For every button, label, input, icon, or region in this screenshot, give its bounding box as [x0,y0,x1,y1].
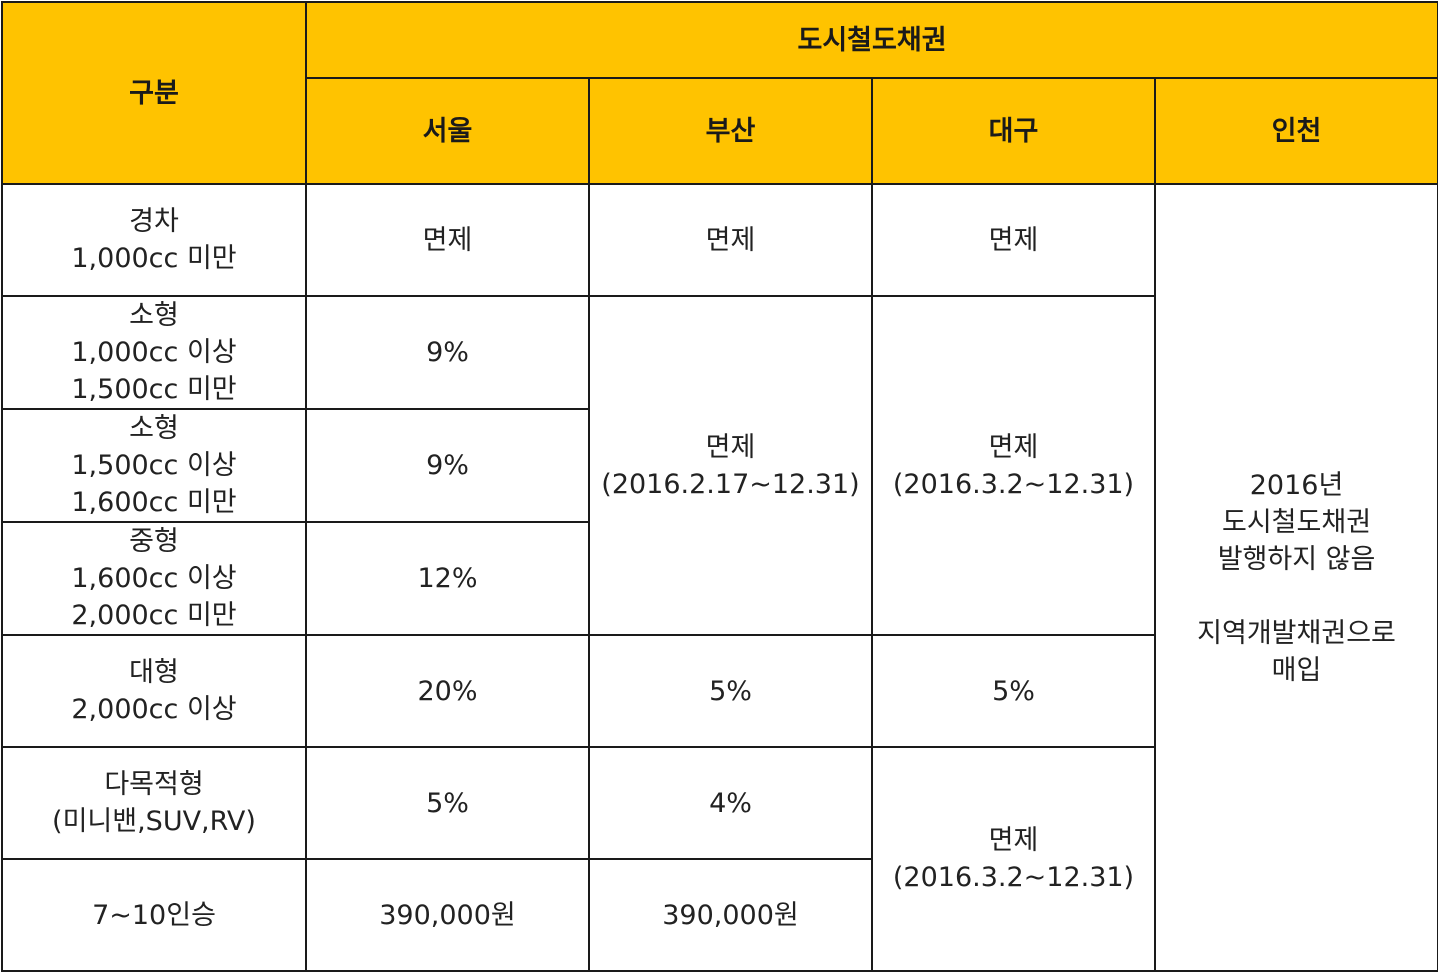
table-row: 경차 1,000cc 미만 면제 면제 면제 2016년 도시철도채권 발행하지… [1,183,1438,972]
cell-busan: 면제 [588,183,873,297]
cell-seoul: 12% [305,521,590,636]
row-label: 7~10인승 [1,858,307,972]
table-row: 소형 1,500cc 이상 1,600cc 미만 9% [1,408,1438,523]
table-row: 7~10인승 390,000원 390,000원 [1,858,1438,972]
row-label: 대형 2,000cc 이상 [1,634,307,748]
header-bond: 도시철도채권 [304,1,1438,79]
cell-seoul: 면제 [305,183,590,297]
cell-busan-merged: 면제 (2016.2.17~12.31) [588,295,873,636]
header-region-seoul: 서울 [305,77,590,185]
cell-busan: 4% [588,746,873,860]
table-row: 다목적형 (미니밴,SUV,RV) 5% 4% 면제 (2016.3.2~12.… [1,746,1438,972]
cell-daegu: 면제 [871,183,1156,297]
cell-seoul: 9% [305,408,590,523]
table-row: 대형 2,000cc 이상 20% 5% 5% [1,634,1438,748]
cell-daegu: 5% [871,634,1156,748]
cell-daegu-merged: 면제 (2016.3.2~12.31) [871,746,1156,972]
row-label: 중형 1,600cc 이상 2,000cc 미만 [1,521,307,636]
cell-seoul: 390,000원 [305,858,590,972]
cell-seoul: 20% [305,634,590,748]
header-region-incheon: 인천 [1153,77,1438,185]
row-label: 소형 1,000cc 이상 1,500cc 미만 [1,295,307,410]
header-category: 구분 [1,1,307,185]
cell-seoul: 9% [305,295,590,410]
table-row: 소형 1,000cc 이상 1,500cc 미만 9% 면제 (2016.2.1… [1,295,1438,636]
cell-incheon: 2016년 도시철도채권 발행하지 않음 지역개발채권으로 매입 [1153,183,1438,972]
table-row: 중형 1,600cc 이상 2,000cc 미만 12% [1,521,1438,636]
row-label: 소형 1,500cc 이상 1,600cc 미만 [1,408,307,523]
cell-busan: 5% [588,634,873,748]
row-label: 다목적형 (미니밴,SUV,RV) [1,746,307,860]
row-label: 경차 1,000cc 미만 [1,183,307,297]
header-region-busan: 부산 [588,77,873,185]
header-region-daegu: 대구 [871,77,1156,185]
cell-daegu-merged: 면제 (2016.3.2~12.31) [871,295,1156,636]
cell-seoul: 5% [305,746,590,860]
cell-busan: 390,000원 [588,858,873,972]
